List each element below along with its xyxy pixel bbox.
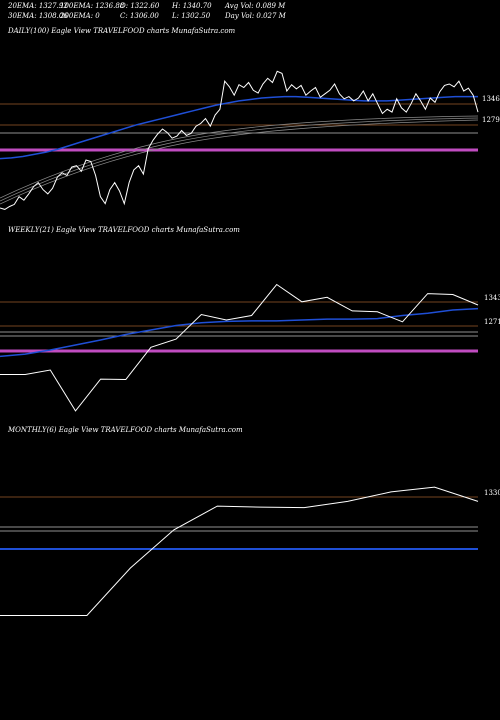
header-open: O: 1322.60 <box>120 2 160 10</box>
weekly-price-line <box>0 283 479 412</box>
header-close: C: 1306.00 <box>120 12 159 20</box>
header-day-vol: Day Vol: 0.027 M <box>224 12 287 20</box>
daily-title: DAILY(100) Eagle View TRAVELFOOD charts … <box>7 27 236 35</box>
header-high: H: 1340.70 <box>171 2 212 10</box>
monthly-title: MONTHLY(6) Eagle View TRAVELFOOD charts … <box>7 426 243 434</box>
weekly-panel: WEEKLY(21) Eagle View TRAVELFOOD charts … <box>0 226 500 412</box>
daily-ema-band-1 <box>0 115 479 199</box>
weekly-level-label-upper: 1343 <box>484 294 500 302</box>
monthly-panel: MONTHLY(6) Eagle View TRAVELFOOD charts … <box>0 426 500 616</box>
daily-ema-band-3 <box>0 119 479 205</box>
daily-panel: DAILY(100) Eagle View TRAVELFOOD charts … <box>0 27 500 210</box>
header-100ema: 100EMA: 1236.88 <box>60 2 125 10</box>
monthly-level-label: 1330 <box>484 489 500 497</box>
header-avg-vol: Avg Vol: 0.089 M <box>224 2 286 10</box>
header-20ema: 20EMA: 1327.92 <box>7 2 68 10</box>
monthly-price-line <box>0 486 479 616</box>
weekly-title: WEEKLY(21) Eagle View TRAVELFOOD charts … <box>8 226 240 234</box>
header-low: L: 1302.50 <box>171 12 211 20</box>
daily-level-label-upper: 1346 <box>482 95 500 103</box>
weekly-level-label-lower: 1271 <box>484 318 500 326</box>
header-200ema: 200EMA: 0 <box>59 12 100 20</box>
daily-ema-line <box>0 95 478 160</box>
daily-level-label-lower: 1279 <box>482 116 500 124</box>
header-30ema: 30EMA: 1308.06 <box>8 12 68 20</box>
weekly-ema-line <box>0 307 479 358</box>
daily-price-line <box>0 70 479 210</box>
